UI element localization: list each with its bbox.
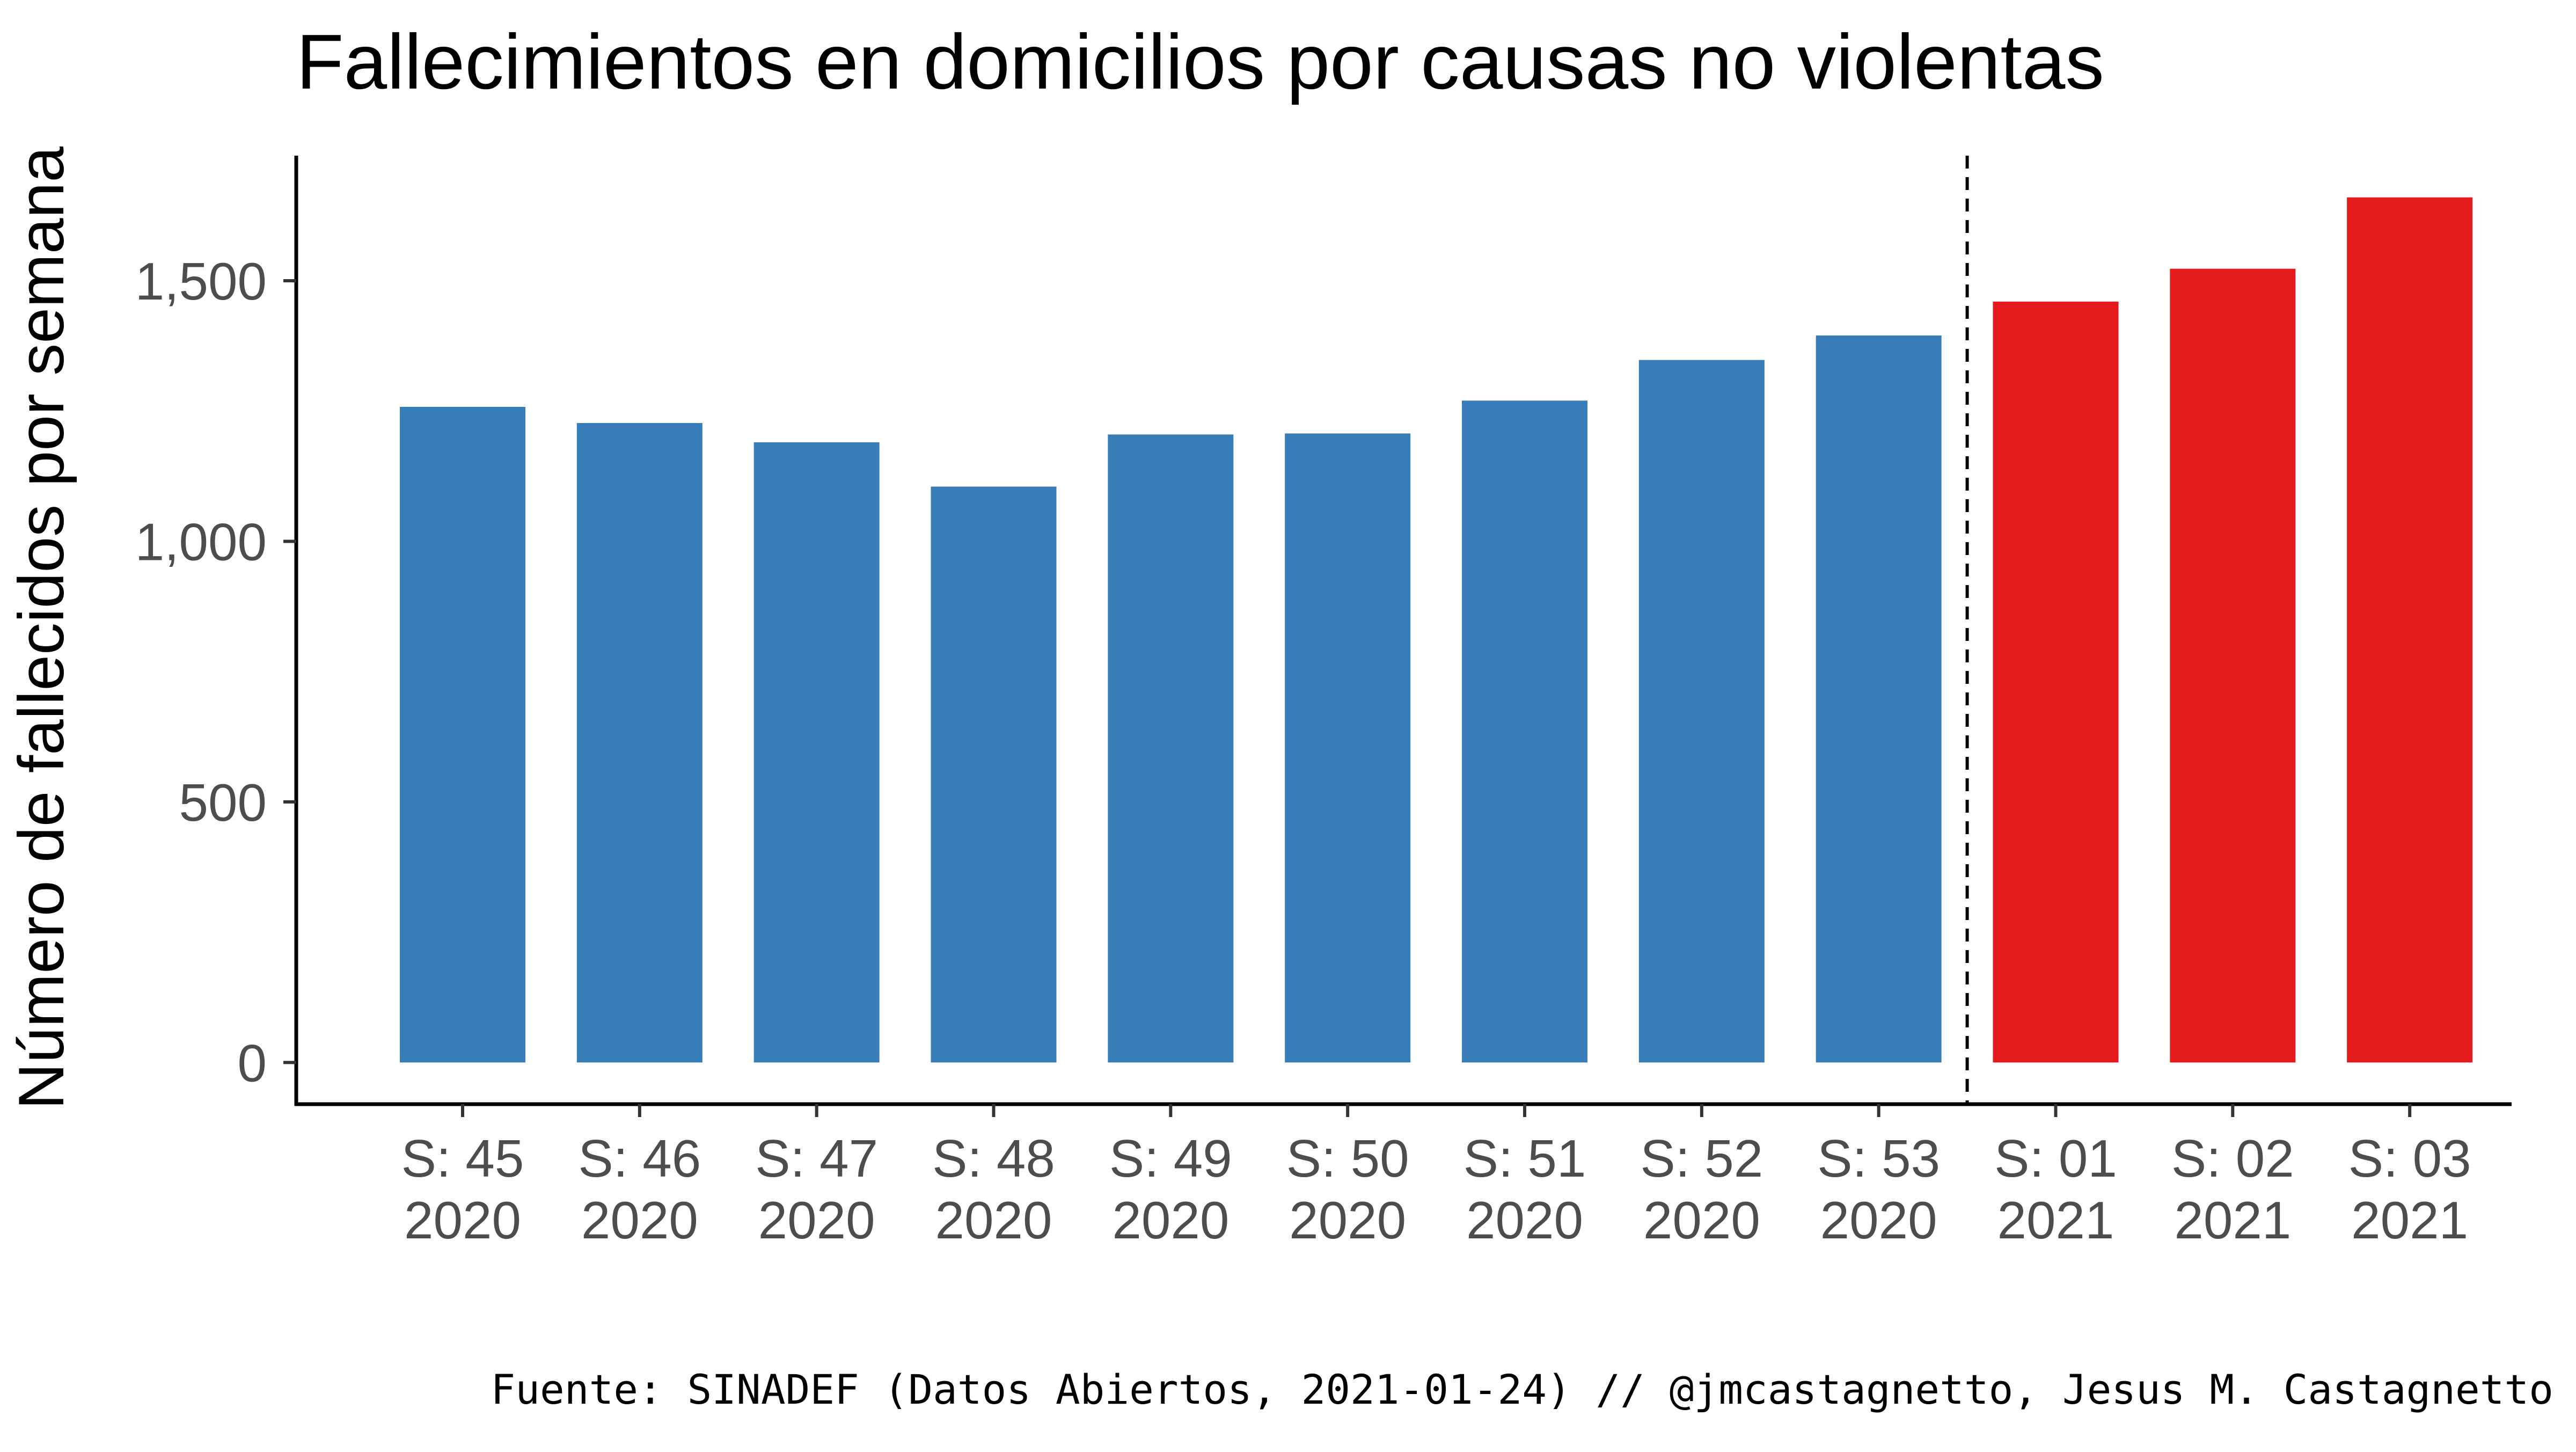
- x-tick-label-week: S: 53: [1817, 1129, 1940, 1188]
- x-tick-label-week: S: 50: [1286, 1129, 1409, 1188]
- x-tick-label-week: S: 47: [755, 1129, 878, 1188]
- x-tick-label-week: S: 49: [1109, 1129, 1232, 1188]
- axes-group: [294, 156, 2512, 1106]
- bar-s-47-2020: [753, 442, 880, 1063]
- x-tick-label-week: S: 45: [401, 1129, 524, 1188]
- bar-s-51-2020: [1462, 400, 1587, 1063]
- bar-s-45-2020: [400, 406, 525, 1063]
- chart-title: Fallecimientos en domicilios por causas …: [296, 18, 2104, 105]
- x-tick-label-year: 2020: [404, 1191, 521, 1250]
- x-tick-label-week: S: 03: [2348, 1129, 2471, 1188]
- x-tick-label-year: 2021: [1997, 1191, 2114, 1250]
- y-tick-label: 0: [237, 1033, 267, 1092]
- x-tick-label-year: 2020: [1289, 1191, 1406, 1250]
- bars-group: [400, 197, 2473, 1063]
- x-tick-label-week: S: 46: [578, 1129, 701, 1188]
- x-tick-label-year: 2021: [2174, 1191, 2291, 1250]
- x-tick-label-year: 2020: [1466, 1191, 1583, 1250]
- bar-s-53-2020: [1816, 335, 1942, 1063]
- x-tick-label-year: 2020: [1112, 1191, 1229, 1250]
- x-tick-label-week: S: 52: [1640, 1129, 1763, 1188]
- source-caption: Fuente: SINADEF (Datos Abiertos, 2021-01…: [491, 1366, 2554, 1413]
- bar-s-02-2021: [2170, 268, 2296, 1063]
- x-tick-label-year: 2020: [1820, 1191, 1937, 1250]
- x-tick-label-week: S: 48: [932, 1129, 1055, 1188]
- x-tick-label-year: 2020: [935, 1191, 1052, 1250]
- x-tick-label-year: 2020: [581, 1191, 698, 1250]
- y-tick-label: 500: [179, 773, 267, 832]
- bar-s-50-2020: [1285, 433, 1411, 1063]
- bar-s-03-2021: [2347, 197, 2473, 1063]
- x-tick-label-year: 2021: [2351, 1191, 2468, 1250]
- y-tick-label: 1,000: [135, 512, 267, 571]
- bar-s-48-2020: [931, 486, 1057, 1063]
- x-tick-label-year: 2020: [1643, 1191, 1760, 1250]
- x-tick-label-week: S: 51: [1463, 1129, 1586, 1188]
- bar-s-49-2020: [1108, 434, 1234, 1063]
- x-tick-label-week: S: 02: [2171, 1129, 2294, 1188]
- y-ticks-group: 0 500 1,000 1,500: [135, 252, 296, 1092]
- bar-s-52-2020: [1638, 360, 1765, 1063]
- bar-s-01-2021: [1993, 301, 2119, 1063]
- y-axis-label: Número de fallecidos por semana: [5, 147, 77, 1110]
- bar-s-46-2020: [576, 423, 702, 1063]
- y-tick-label: 1,500: [135, 252, 267, 311]
- x-tick-label-year: 2020: [758, 1191, 875, 1250]
- x-tick-label-week: S: 01: [1994, 1129, 2117, 1188]
